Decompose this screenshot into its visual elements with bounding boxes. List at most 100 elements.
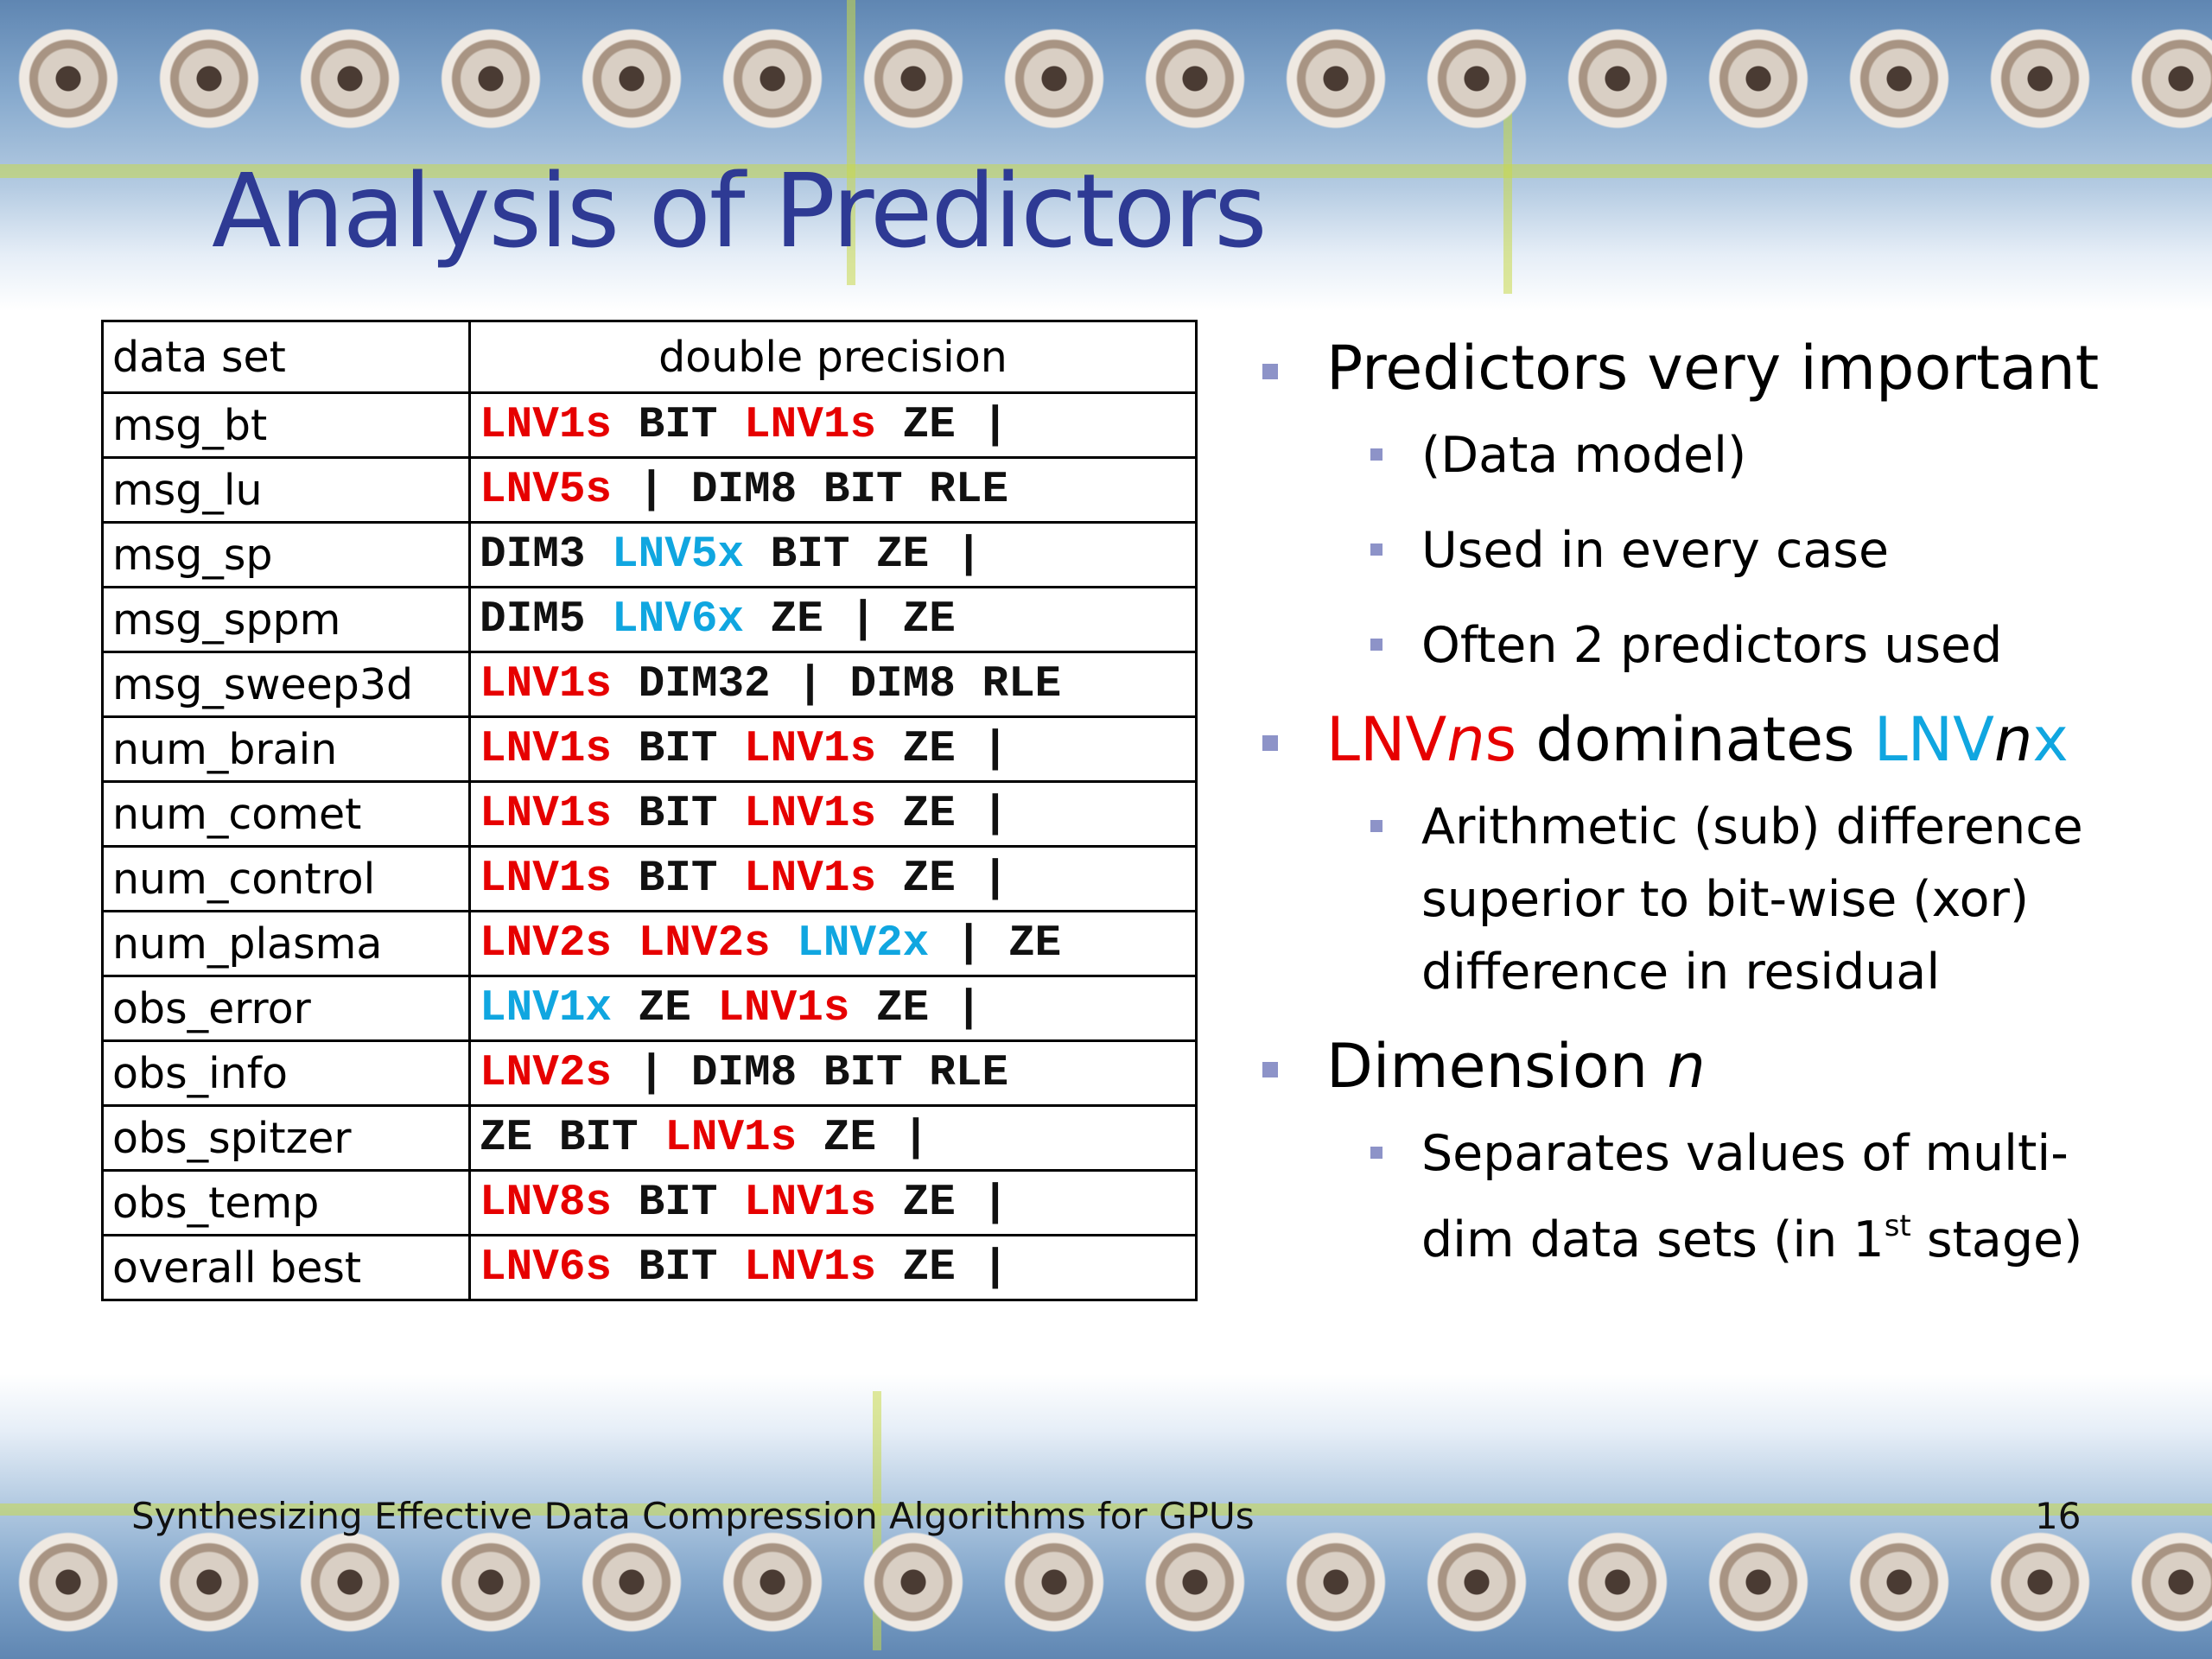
solder-pad-icon bbox=[1567, 28, 1669, 130]
stage-token: | bbox=[955, 918, 982, 969]
data-set-cell: obs_spitzer bbox=[101, 1104, 471, 1172]
bullet-dimension-n: Dimension n bbox=[1257, 1031, 2190, 1102]
bullet-text: Often 2 predictors used bbox=[1421, 617, 2003, 674]
solder-pad-icon bbox=[1003, 28, 1105, 130]
lnv-s-token: LNV5s bbox=[480, 465, 613, 515]
solder-pad-icon bbox=[1144, 28, 1246, 130]
stage-token: ZE bbox=[902, 724, 956, 774]
bullet-list: Predictors very important (Data model) U… bbox=[1257, 333, 2190, 1299]
stage-token: | bbox=[797, 659, 823, 709]
stage-token: ZE bbox=[902, 1178, 956, 1228]
predictor-sequence-cell: LNV5s | DIM8 BIT RLE bbox=[468, 456, 1198, 524]
bullet-square-icon bbox=[1262, 1062, 1278, 1077]
predictor-sequence-cell: LNV1s BIT LNV1s ZE | bbox=[468, 780, 1198, 848]
data-set-cell: obs_temp bbox=[101, 1169, 471, 1236]
bullet-square-icon bbox=[1370, 448, 1382, 461]
bullet-text: Separates values of multi-dim data sets … bbox=[1421, 1125, 2069, 1268]
lnv-s-token: LNV1s bbox=[744, 854, 877, 904]
table-row: msg_sppm DIM5 LNV6x ZE | ZE bbox=[101, 586, 1198, 653]
lnv-x-label: LNV bbox=[1873, 704, 1995, 775]
lnv-s-token: LNV2s bbox=[480, 918, 613, 969]
stage-token: | bbox=[982, 789, 1009, 839]
solder-pad-icon bbox=[721, 28, 823, 130]
stage-token: | bbox=[638, 465, 665, 515]
data-set-cell: num_control bbox=[101, 845, 471, 912]
circuit-trace bbox=[1503, 52, 1512, 294]
stage-token: | bbox=[955, 983, 982, 1033]
table-row: num_control LNV1s BIT LNV1s ZE | bbox=[101, 845, 1198, 912]
solder-pad-icon bbox=[440, 1531, 542, 1633]
table-row: msg_sp DIM3 LNV5x BIT ZE | bbox=[101, 521, 1198, 588]
stage-token: DIM5 bbox=[480, 594, 586, 645]
solder-pad-icon bbox=[581, 28, 683, 130]
sub-bullet-data-model: (Data model) bbox=[1257, 419, 2190, 492]
table-row: obs_temp LNV8s BIT LNV1s ZE | bbox=[101, 1169, 1198, 1236]
solder-pad-icon bbox=[1707, 1531, 1809, 1633]
page-number: 16 bbox=[2035, 1495, 2082, 1537]
stage-token: BIT bbox=[558, 1113, 639, 1163]
circuit-trace bbox=[847, 0, 855, 285]
stage-token: BIT bbox=[823, 465, 903, 515]
stage-token: | bbox=[638, 1048, 665, 1098]
data-set-cell: obs_info bbox=[101, 1039, 471, 1107]
circuit-trace bbox=[0, 164, 2212, 178]
stage-token: BIT bbox=[638, 789, 718, 839]
stage-token: BIT bbox=[638, 1243, 718, 1293]
lnv-s-token: LNV1s bbox=[744, 789, 877, 839]
data-set-cell: num_brain bbox=[101, 715, 471, 783]
solder-pad-icon bbox=[862, 1531, 964, 1633]
solder-pad-icon bbox=[1848, 28, 1950, 130]
lnv-s-suffix: s bbox=[1484, 704, 1517, 775]
lnv-s-token: LNV1s bbox=[480, 400, 613, 450]
predictor-sequence-cell: DIM5 LNV6x ZE | ZE bbox=[468, 586, 1198, 653]
sub-bullet-separates-values: Separates values of multi-dim data sets … bbox=[1257, 1117, 2139, 1276]
sub-bullet-two-predictors: Often 2 predictors used bbox=[1257, 609, 2190, 682]
stage-token: RLE bbox=[929, 1048, 1009, 1098]
stage-token: ZE bbox=[902, 1243, 956, 1293]
predictor-sequence-cell: LNV1s BIT LNV1s ZE | bbox=[468, 391, 1198, 459]
stage-token: ZE bbox=[876, 530, 930, 580]
lnv-s-token: LNV1s bbox=[480, 789, 613, 839]
solder-pad-icon bbox=[1707, 28, 1809, 130]
stage-token: | bbox=[982, 400, 1009, 450]
solder-pad-icon bbox=[17, 28, 119, 130]
circuit-trace bbox=[0, 1503, 2212, 1516]
table-row: msg_bt LNV1s BIT LNV1s ZE | bbox=[101, 391, 1198, 459]
stage-token: DIM32 bbox=[638, 659, 771, 709]
lnv-s-token: LNV1s bbox=[480, 724, 613, 774]
predictor-sequence-cell: LNV8s BIT LNV1s ZE | bbox=[468, 1169, 1198, 1236]
table-row: msg_sweep3d LNV1s DIM32 | DIM8 RLE bbox=[101, 651, 1198, 718]
lnv-x-n: n bbox=[1994, 704, 2033, 775]
predictor-sequence-cell: DIM3 LNV5x BIT ZE | bbox=[468, 521, 1198, 588]
solder-pad-icon bbox=[440, 28, 542, 130]
data-set-cell: num_comet bbox=[101, 780, 471, 848]
solder-pad-icon bbox=[1848, 1531, 1950, 1633]
stage-token: ZE bbox=[902, 594, 956, 645]
lnv-s-token: LNV2s bbox=[480, 1048, 613, 1098]
table-row: num_comet LNV1s BIT LNV1s ZE | bbox=[101, 780, 1198, 848]
stage-token: BIT bbox=[638, 854, 718, 904]
data-set-cell: num_plasma bbox=[101, 910, 471, 977]
solder-pad-icon bbox=[1989, 1531, 2091, 1633]
data-set-cell: msg_sp bbox=[101, 521, 471, 588]
column-header-double-precision: double precision bbox=[468, 320, 1198, 394]
dimension-n: n bbox=[1667, 1031, 1706, 1102]
solder-pad-icon bbox=[1426, 28, 1528, 130]
data-set-cell: overall best bbox=[101, 1234, 471, 1301]
solder-pad-row bbox=[0, 1531, 2212, 1659]
solder-pad-icon bbox=[1144, 1531, 1246, 1633]
stage-token: ZE bbox=[902, 854, 956, 904]
bullet-text: Dimension bbox=[1326, 1031, 1668, 1102]
bullet-text: (Data model) bbox=[1421, 427, 1747, 484]
table-row: obs_error LNV1x ZE LNV1s ZE | bbox=[101, 975, 1198, 1042]
solder-pad-icon bbox=[1426, 1531, 1528, 1633]
stage-token: | bbox=[982, 1243, 1009, 1293]
predictor-sequence-cell: LNV1s DIM32 | DIM8 RLE bbox=[468, 651, 1198, 718]
solder-pad-icon bbox=[1989, 28, 2091, 130]
stage-token: DIM8 bbox=[849, 659, 956, 709]
bullet-lnv-dominates: LNVns dominates LNVnx bbox=[1257, 704, 2190, 775]
lnv-s-token: LNV6s bbox=[480, 1243, 613, 1293]
table-body: msg_bt LNV1s BIT LNV1s ZE | msg_lu LNV5s | DIM8 BI… bbox=[101, 391, 1198, 1301]
lnv-x-token: LNV6x bbox=[612, 594, 745, 645]
stage-token: BIT bbox=[638, 1178, 718, 1228]
